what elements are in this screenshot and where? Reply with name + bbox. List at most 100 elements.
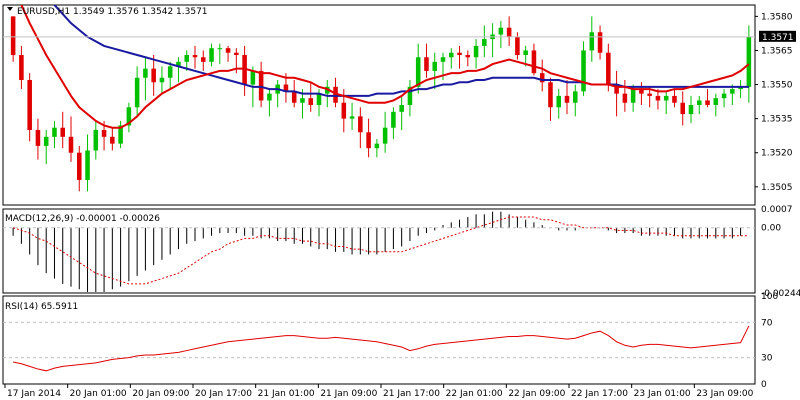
candle-body [548, 82, 553, 108]
candle-body [597, 32, 603, 53]
macd-title: MACD(12,26,9) -0.00001 -0.00026 [5, 214, 160, 224]
candle-body [415, 57, 421, 87]
candle-body [564, 95, 570, 103]
candle-body [647, 93, 652, 96]
candle-body [663, 95, 669, 101]
candle-body [35, 130, 41, 146]
chart-title: EURUSD,H1 1.3549 1.3576 1.3542 1.3571 [17, 7, 208, 17]
candle-body [43, 136, 49, 146]
candle-body [440, 57, 446, 62]
time-label: 21 Jan 17:00 [383, 389, 440, 399]
candle-body [713, 98, 719, 105]
candle-body [341, 102, 347, 119]
candle-body [730, 89, 735, 94]
candle-body [291, 91, 297, 103]
time-label: 17 Jan 2014 [7, 389, 61, 399]
candle-body [192, 55, 198, 58]
candle-body [118, 125, 123, 144]
candle-body [672, 95, 677, 103]
candle-body [606, 52, 611, 85]
candle-body [283, 84, 289, 92]
candle-body [622, 93, 628, 103]
price-tick-label: 1.3565 [761, 46, 793, 56]
time-label: 20 Jan 17:00 [195, 389, 252, 399]
chart-menu-triangle-icon[interactable] [7, 7, 13, 11]
candle-body [630, 89, 636, 103]
candle-body [151, 68, 156, 83]
candle-body [242, 55, 247, 85]
candle-body [407, 86, 413, 105]
price-plot [3, 5, 755, 192]
candle-body [300, 98, 305, 103]
candle-body [85, 150, 90, 180]
rsi-line [13, 325, 750, 372]
candle-body [432, 61, 438, 71]
candle-body [184, 55, 190, 62]
candle-body [482, 39, 487, 46]
candle-body [581, 50, 586, 92]
candle-body [424, 57, 429, 71]
candle-body [506, 27, 512, 37]
candle-body [655, 95, 661, 101]
candle-body [159, 77, 165, 83]
price-tick-label: 1.3535 [761, 115, 793, 125]
ma-fast-line [20, 5, 750, 129]
macd-signal-line [12, 216, 749, 285]
rsi-plot [3, 321, 755, 372]
candle-body [614, 84, 619, 94]
time-label: 22 Jan 17:00 [571, 389, 628, 399]
price-tick-label: 1.3520 [761, 149, 793, 159]
candle-body [705, 100, 710, 105]
candle-body [531, 50, 537, 74]
candle-body [589, 32, 595, 51]
candle-body [68, 136, 74, 153]
candle-body [76, 152, 82, 180]
rsi-tick-label: 30 [761, 354, 773, 364]
candle-body [457, 52, 462, 55]
macd-tick-label: 0.0007 [761, 205, 793, 215]
candle-body [556, 95, 562, 108]
candle-body [515, 36, 520, 55]
candle-body [498, 27, 504, 35]
macd-plot [3, 211, 755, 292]
candle-body [60, 127, 66, 137]
candle-body [110, 136, 115, 144]
time-label: 22 Jan 09:00 [508, 389, 565, 399]
price-tick-label: 1.3580 [761, 12, 793, 22]
rsi-tick-label: 0 [761, 380, 767, 390]
candle-body [572, 91, 578, 103]
candle-body [134, 77, 140, 108]
candle-body [473, 45, 479, 58]
time-label: 22 Jan 01:00 [446, 389, 503, 399]
candle-body [217, 48, 223, 50]
candle-body [382, 127, 388, 144]
candle-body [200, 57, 206, 62]
candle-body [448, 52, 454, 58]
time-label: 23 Jan 09:00 [696, 389, 753, 399]
candle-body [258, 70, 264, 101]
candle-body [19, 55, 24, 80]
price-tick-label: 1.3550 [761, 81, 793, 91]
candle-body [391, 111, 396, 128]
current-price-label: 1.3571 [762, 33, 794, 43]
candle-body [209, 48, 214, 62]
candle-body [349, 116, 355, 119]
candle-body [333, 86, 338, 103]
macd-tick-label: 0.00 [761, 224, 781, 234]
current-price-tag [759, 30, 796, 42]
macd-tick-label: -0.00244 [761, 289, 800, 299]
axes: 1.3580 1.3565 1.3550 1.3535 1.3520 1.3505 0.00… [4, 12, 800, 399]
candle-body [308, 98, 314, 105]
macd-pane [2, 208, 756, 294]
candle-body [27, 80, 32, 130]
rsi-tick-label: 100 [761, 292, 778, 302]
candle-body [358, 116, 363, 133]
rsi-tick-label: 70 [761, 318, 773, 328]
candle-body [52, 127, 57, 137]
candle-body [267, 93, 272, 101]
candle-body [738, 86, 743, 90]
candle-body [688, 105, 694, 115]
time-label: 23 Jan 01:00 [634, 389, 691, 399]
candle-body [696, 100, 702, 105]
